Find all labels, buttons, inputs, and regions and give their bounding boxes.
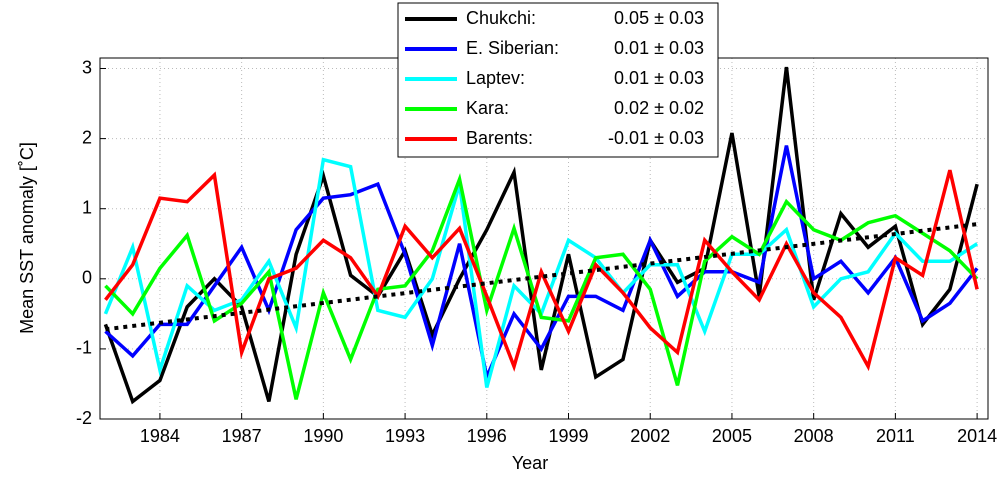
x-tick-label: 2002 bbox=[630, 426, 670, 446]
x-tick-label: 1993 bbox=[385, 426, 425, 446]
series-line bbox=[104, 145, 979, 383]
series-line bbox=[104, 169, 979, 372]
legend-trend: 0.05 ± 0.03 bbox=[614, 8, 704, 28]
x-tick-label: 1999 bbox=[548, 426, 588, 446]
legend-label: Kara: bbox=[466, 98, 509, 118]
x-tick-label: 1987 bbox=[222, 426, 262, 446]
legend-label: Barents: bbox=[466, 128, 533, 148]
legend-label: Chukchi: bbox=[466, 8, 536, 28]
x-tick-label: 1996 bbox=[467, 426, 507, 446]
legend-label: Laptev: bbox=[466, 68, 525, 88]
x-tick-label: 1990 bbox=[303, 426, 343, 446]
x-tick-label: 2005 bbox=[712, 426, 752, 446]
x-tick-label: 2011 bbox=[876, 426, 915, 446]
series-line bbox=[104, 173, 979, 400]
y-tick-label: -1 bbox=[76, 338, 92, 358]
legend-trend: 0.01 ± 0.03 bbox=[614, 68, 704, 88]
y-tick-label: 0 bbox=[82, 268, 92, 288]
legend-trend: -0.01 ± 0.03 bbox=[608, 128, 704, 148]
y-tick-label: 3 bbox=[82, 57, 92, 77]
y-tick-label: -2 bbox=[76, 408, 92, 428]
legend-trend: 0.01 ± 0.03 bbox=[614, 38, 704, 58]
x-tick-label: 2008 bbox=[794, 426, 834, 446]
x-tick-label: 1984 bbox=[140, 426, 180, 446]
y-tick-label: 1 bbox=[82, 197, 92, 217]
legend-label: E. Siberian: bbox=[466, 38, 559, 58]
trend-line bbox=[105, 222, 978, 332]
y-tick-label: 2 bbox=[82, 127, 92, 147]
x-tick-label: 2014 bbox=[957, 426, 997, 446]
legend-trend: 0.02 ± 0.02 bbox=[614, 98, 704, 118]
x-axis-label: Year bbox=[512, 453, 548, 473]
y-axis-label: Mean SST anomaly [˚C] bbox=[17, 142, 37, 334]
